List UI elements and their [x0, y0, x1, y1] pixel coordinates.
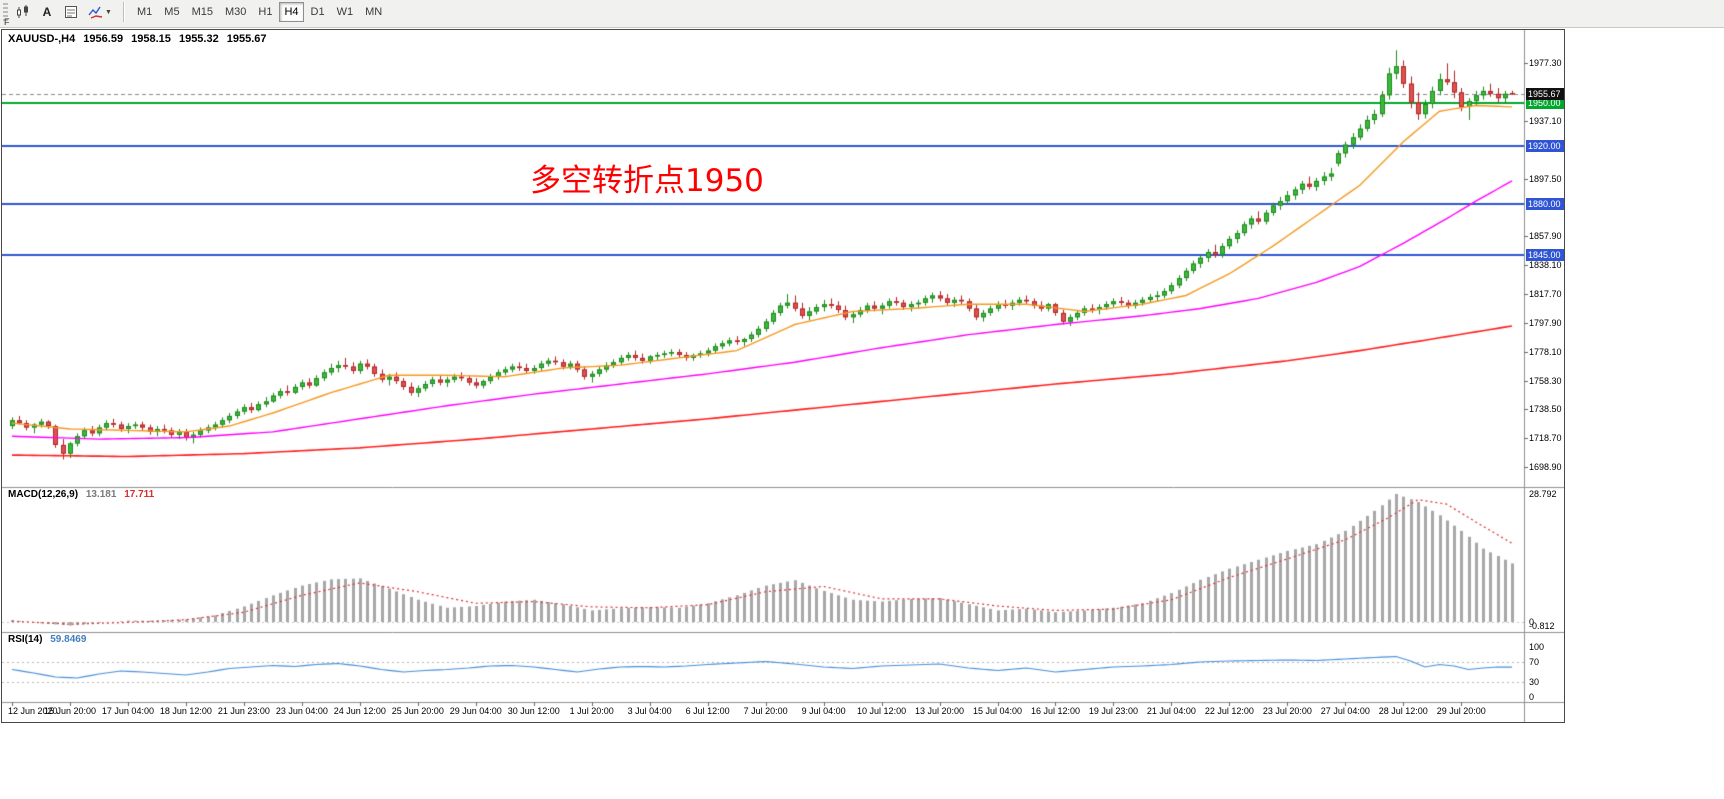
timeframe-button-M15[interactable]: M15: [187, 2, 218, 22]
timeframe-button-M5[interactable]: M5: [159, 2, 184, 22]
chart-annotation-text[interactable]: 多空转折点1950: [530, 163, 764, 199]
toolbar: A ▼ M1 M5 M15 M30 H1 H4 D1 W1 MN F: [0, 0, 1724, 28]
text-tool-button[interactable]: A: [36, 2, 58, 22]
price-chart-canvas[interactable]: [2, 30, 1564, 722]
toolbar-grip[interactable]: [3, 3, 8, 21]
timeframe-button-M1[interactable]: M1: [132, 2, 157, 22]
text-tool-icon: A: [42, 5, 52, 19]
template-icon: [65, 6, 77, 18]
indicators-button[interactable]: ▼: [84, 2, 116, 22]
candlestick-chart-button[interactable]: [12, 2, 34, 22]
timeframe-button-H1[interactable]: H1: [253, 2, 277, 22]
timeframe-button-M30[interactable]: M30: [220, 2, 251, 22]
toolbar-separator: [123, 2, 125, 22]
indicators-icon: [88, 6, 103, 19]
template-button[interactable]: [60, 2, 82, 22]
timeframe-button-D1[interactable]: D1: [306, 2, 330, 22]
timeframe-button-MN[interactable]: MN: [360, 2, 387, 22]
toolbar-corner-label: F: [4, 17, 10, 27]
chart-window: XAUUSD-,H4 1956.59 1958.15 1955.32 1955.…: [1, 29, 1565, 723]
timeframe-button-W1[interactable]: W1: [332, 2, 359, 22]
timeframe-button-H4[interactable]: H4: [279, 2, 304, 22]
chevron-down-icon: ▼: [105, 8, 112, 16]
candlestick-icon: [17, 5, 28, 18]
timeframe-toolbar: M1 M5 M15 M30 H1 H4 D1 W1 MN: [131, 2, 388, 22]
